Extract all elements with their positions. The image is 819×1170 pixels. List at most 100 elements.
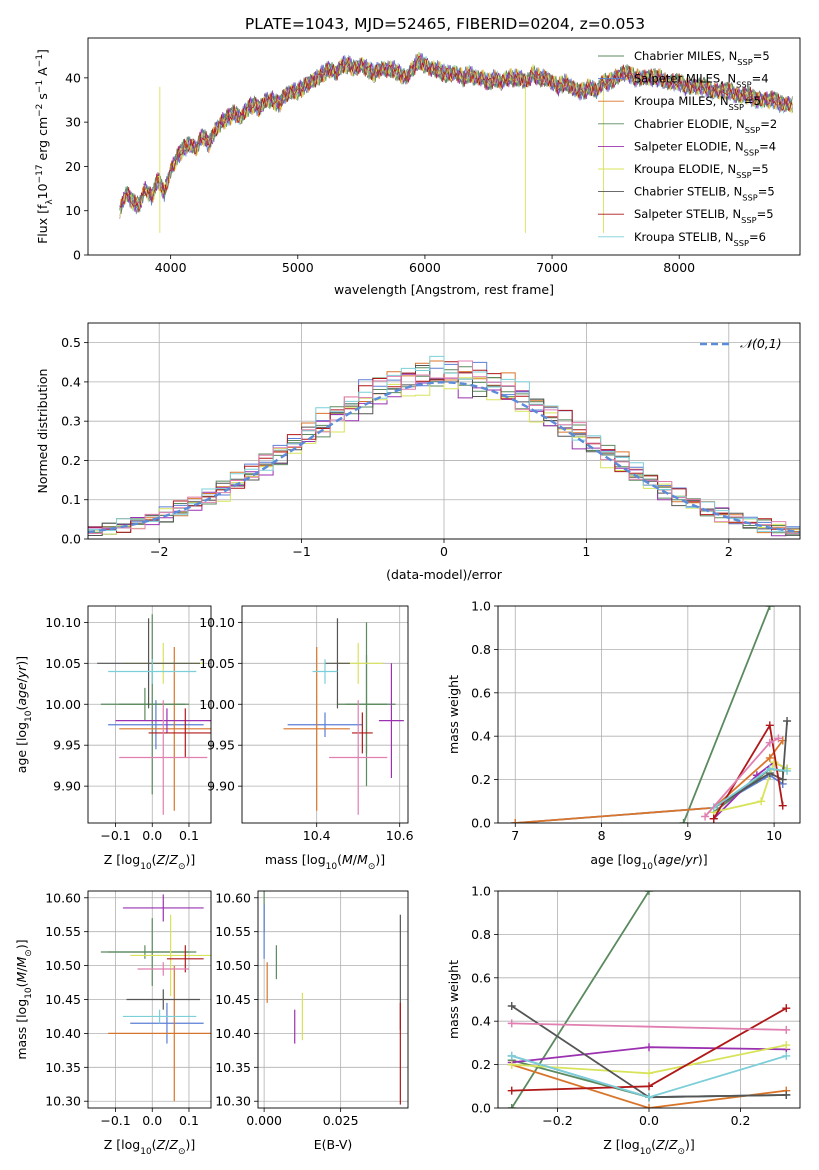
x-tick-label: 2 — [725, 544, 733, 559]
x-axis-label: (data-model)/error — [386, 567, 503, 582]
mass-weight-marker — [511, 819, 520, 823]
mass-weight-marker — [709, 814, 718, 823]
axes-frame — [257, 890, 409, 1109]
residual-histogram — [88, 360, 800, 534]
spectrum-line — [119, 55, 793, 213]
y-tick-label: 0.6 — [471, 685, 491, 700]
mass-weight-marker — [507, 1051, 516, 1060]
mass-weight-marker — [507, 1086, 516, 1095]
y-tick-label: 0.2 — [471, 772, 491, 787]
y-tick-label: 10.45 — [215, 992, 251, 1007]
mass-weight-marker — [782, 1025, 791, 1034]
mass-weight-marker — [679, 819, 688, 823]
mass-weight-marker — [765, 753, 774, 762]
mass-weight-marker — [765, 721, 774, 730]
x-tick-label: 6000 — [409, 260, 441, 275]
y-tick-label: 10.35 — [215, 1060, 251, 1075]
y-tick-label: 10.40 — [45, 1026, 81, 1041]
axes-frame — [87, 322, 801, 540]
figure-title: PLATE=1043, MJD=52465, FIBERID=0204, z=0… — [245, 15, 645, 33]
x-tick-label: 0 — [440, 544, 448, 559]
y-axis-label: mass weight — [446, 675, 461, 754]
axes-frame — [87, 890, 212, 1109]
y-tick-label: 9.90 — [207, 779, 235, 794]
mass-weight-marker — [645, 1043, 653, 1052]
y-tick-label: 10.30 — [215, 1094, 251, 1109]
mass-weight-line — [515, 739, 784, 823]
plot-area — [283, 618, 404, 815]
mass-weight-marker — [770, 758, 779, 767]
mass-weight-marker — [774, 734, 783, 743]
y-tick-label: 10.60 — [45, 890, 81, 905]
legend-label: Salpeter ELODIE, NSSP=4 — [634, 139, 776, 157]
x-axis-label: mass [log10(M/M⊙)] — [265, 852, 385, 872]
mass-vs-age-chart: 10.4 10.6 9.90 9.95 10.00 10.05 10.10 — [199, 605, 414, 843]
y-tick-label: 10.10 — [199, 615, 235, 630]
y-tick-label: 0.0 — [471, 1101, 491, 1116]
axes-frame — [87, 605, 212, 824]
x-axis-label: E(B-V) — [314, 1137, 353, 1152]
x-tick-label: 0.0 — [142, 828, 162, 843]
y-tick-label: 0.4 — [471, 1014, 491, 1029]
x-tick-label: 0.000 — [246, 1113, 282, 1128]
y-tick-label: 10.35 — [45, 1060, 81, 1075]
mass-weight-marker — [782, 1041, 791, 1050]
y-axis-label: Normed distribution — [35, 369, 50, 494]
mass-weight-marker — [645, 1093, 653, 1102]
y-tick-label: 0.6 — [471, 970, 491, 985]
plot-area — [263, 891, 401, 1105]
x-tick-label: 1 — [582, 544, 590, 559]
x-axis-label: age [log10(age/yr)] — [590, 852, 707, 872]
x-tick-label: 0.2 — [731, 1113, 751, 1128]
y-axis-label: mass [log10(M/M⊙)] — [14, 939, 34, 1059]
x-tick-label: 5000 — [282, 260, 314, 275]
mass-weight-marker — [765, 764, 774, 773]
y-tick-label: 10.40 — [215, 1026, 251, 1041]
x-tick-label: 8000 — [663, 260, 695, 275]
y-tick-label: 10.05 — [45, 656, 81, 671]
x-tick-label: 10.6 — [386, 828, 414, 843]
legend-label: Kroupa STELIB, NSSP=6 — [634, 230, 766, 248]
x-tick-label: −0.2 — [542, 1113, 572, 1128]
x-tick-label: 0.025 — [323, 1113, 359, 1128]
z-vs-mass-chart: −0.1 0.0 0.1 10.30 10.35 10.40 10.45 10.50 10.55… — [45, 890, 212, 1128]
x-tick-label: 10 — [766, 828, 782, 843]
mass-weight-marker — [782, 1051, 791, 1060]
y-tick-label: 9.95 — [53, 738, 81, 753]
mass-weight-marker — [645, 891, 653, 895]
y-tick-label: 10.55 — [215, 924, 251, 939]
mass-weight-marker — [778, 775, 787, 784]
plot-area — [507, 891, 791, 1108]
legend-label: Chabrier STELIB, NSSP=5 — [634, 185, 775, 203]
x-axis-label: Z [log10(Z/Z⊙)] — [104, 852, 196, 872]
plot-area — [97, 614, 211, 815]
x-tick-label: −2 — [150, 544, 168, 559]
normal-curve — [88, 381, 800, 534]
y-tick-label: 10 — [65, 203, 81, 218]
x-axis-label: Z [log10(Z/Z⊙)] — [603, 1137, 695, 1157]
axes-frame — [241, 605, 409, 824]
x-tick-label: 10.4 — [303, 828, 331, 843]
y-tick-label: 10.50 — [215, 958, 251, 973]
x-tick-label: 7 — [511, 828, 519, 843]
axes-frame — [497, 605, 801, 824]
y-tick-label: 40 — [65, 70, 81, 85]
y-tick-label: 10.05 — [199, 656, 235, 671]
age-mass-weight-chart: 7 8 9 10 0.0 0.2 0.4 0.6 0.8 1.0 mass weight — [446, 599, 801, 843]
y-tick-label: 0.4 — [471, 729, 491, 744]
y-tick-label: 9.90 — [53, 779, 81, 794]
y-tick-label: 0.1 — [61, 492, 81, 507]
y-tick-label: 9.95 — [207, 738, 235, 753]
mass-weight-marker — [701, 812, 710, 821]
mass-weight-marker — [782, 1090, 791, 1099]
y-tick-label: 10.55 — [45, 924, 81, 939]
mass-weight-marker — [507, 1002, 516, 1011]
x-tick-label: −0.1 — [100, 828, 130, 843]
legend-label: Salpeter MILES, NSSP=4 — [634, 72, 769, 90]
residual-histogram — [88, 355, 800, 532]
y-tick-label: 1.0 — [471, 599, 491, 614]
mass-weight-marker — [757, 797, 766, 806]
plot-area — [88, 355, 800, 537]
y-tick-label: 0.0 — [61, 532, 81, 547]
